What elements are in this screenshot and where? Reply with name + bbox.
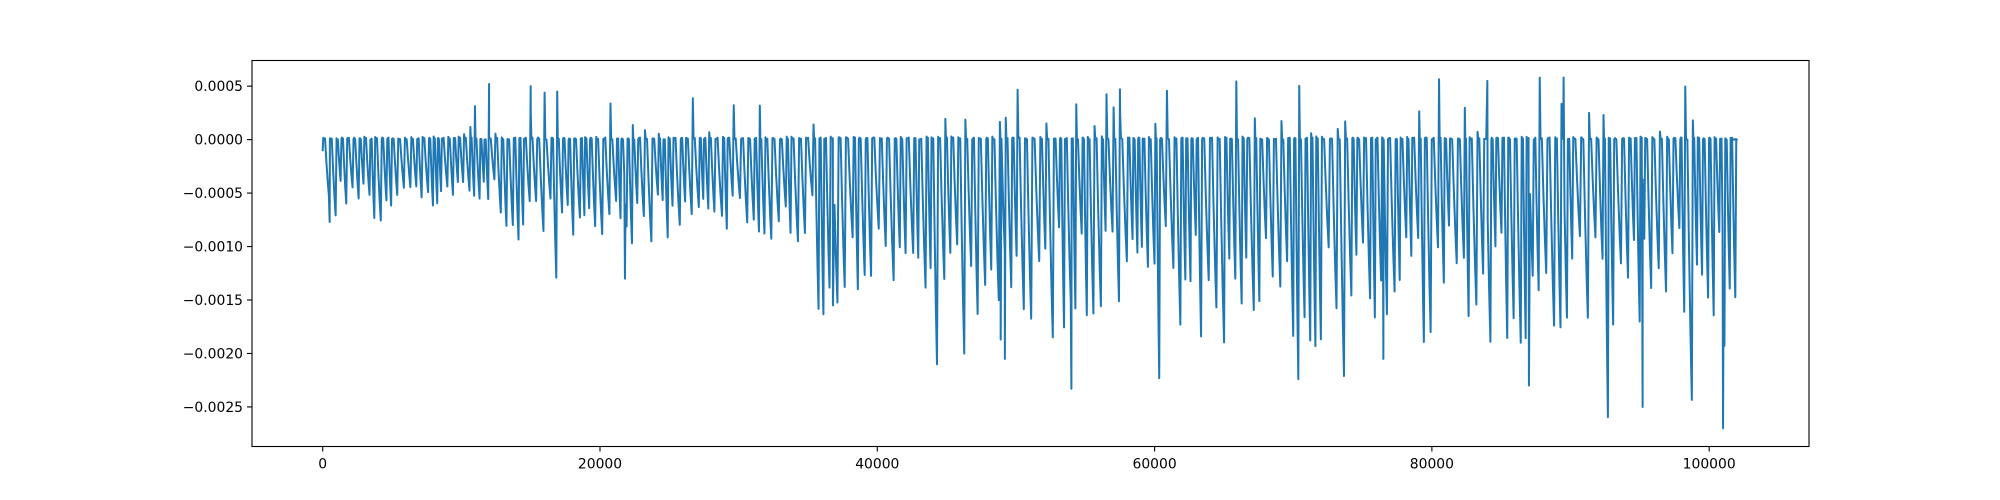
series-line-0 [321, 76, 1738, 430]
x-tick-label: 0 [318, 457, 327, 473]
y-axis: 0.0005 0.0000 −0.0005 −0.0010 −0.0015 −0.0020… [183, 79, 252, 416]
y-tick-label: −0.0015 [183, 293, 243, 309]
y-tick-label: −0.0005 [183, 186, 243, 202]
plot-area-frame [251, 59, 1810, 448]
x-tick-label: 100000 [1683, 457, 1736, 473]
x-axis: 0 20000 40000 60000 80000 100000 [318, 446, 1736, 473]
x-tick-label: 60000 [1132, 457, 1176, 473]
y-tick-label: −0.0010 [183, 240, 243, 256]
y-tick-label: −0.0025 [183, 400, 243, 416]
x-tick-label: 20000 [578, 457, 622, 473]
x-tick-label: 80000 [1410, 457, 1454, 473]
x-tick-label: 40000 [855, 457, 899, 473]
series-layer [321, 76, 1738, 430]
y-tick-label: 0.0000 [194, 133, 243, 149]
y-tick-label: −0.0020 [183, 346, 243, 362]
y-tick-label: 0.0005 [194, 79, 243, 95]
